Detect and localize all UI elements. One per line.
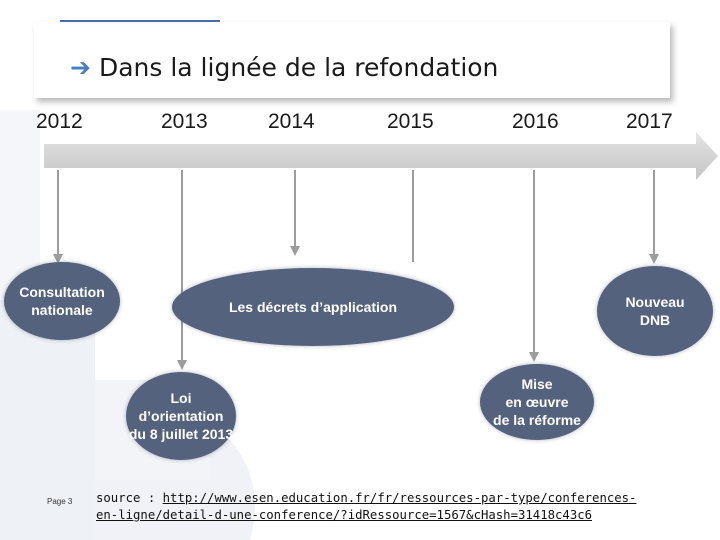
arrowhead: [529, 352, 539, 362]
year-label: 2017: [626, 110, 673, 133]
event-nouveau-dnb: Nouveau DNB: [597, 266, 713, 356]
slide-title: ➔ Dans la lignée de la refondation: [70, 53, 498, 82]
timeline-arrow: [44, 132, 718, 180]
source-link[interactable]: http://www.esen.education.fr/fr/ressourc…: [96, 491, 637, 522]
arrowhead: [177, 360, 187, 370]
page-number: Page 3: [47, 497, 73, 506]
arrowhead: [290, 246, 300, 256]
title-box: [34, 22, 670, 98]
arrowhead: [649, 254, 659, 264]
slide-title-text: Dans la lignée de la refondation: [98, 53, 499, 82]
source-prefix: source :: [96, 491, 163, 505]
right-arrow-icon: ➔: [70, 53, 91, 82]
year-label: 2012: [36, 110, 83, 133]
arrowhead: [53, 254, 63, 264]
year-label: 2015: [387, 110, 434, 133]
source-citation: source : http://www.esen.education.fr/fr…: [96, 490, 656, 524]
event-decrets-application: Les décrets d’application: [172, 268, 454, 346]
event-loi-orientation: Loi d’orientation du 8 juillet 2013: [126, 372, 236, 460]
year-label: 2016: [512, 110, 559, 133]
year-label: 2014: [268, 110, 315, 133]
event-consultation-nationale: Consultation nationale: [4, 262, 120, 340]
event-mise-en-oeuvre: Mise en œuvre de la réforme: [480, 364, 594, 440]
year-label: 2013: [161, 110, 208, 133]
